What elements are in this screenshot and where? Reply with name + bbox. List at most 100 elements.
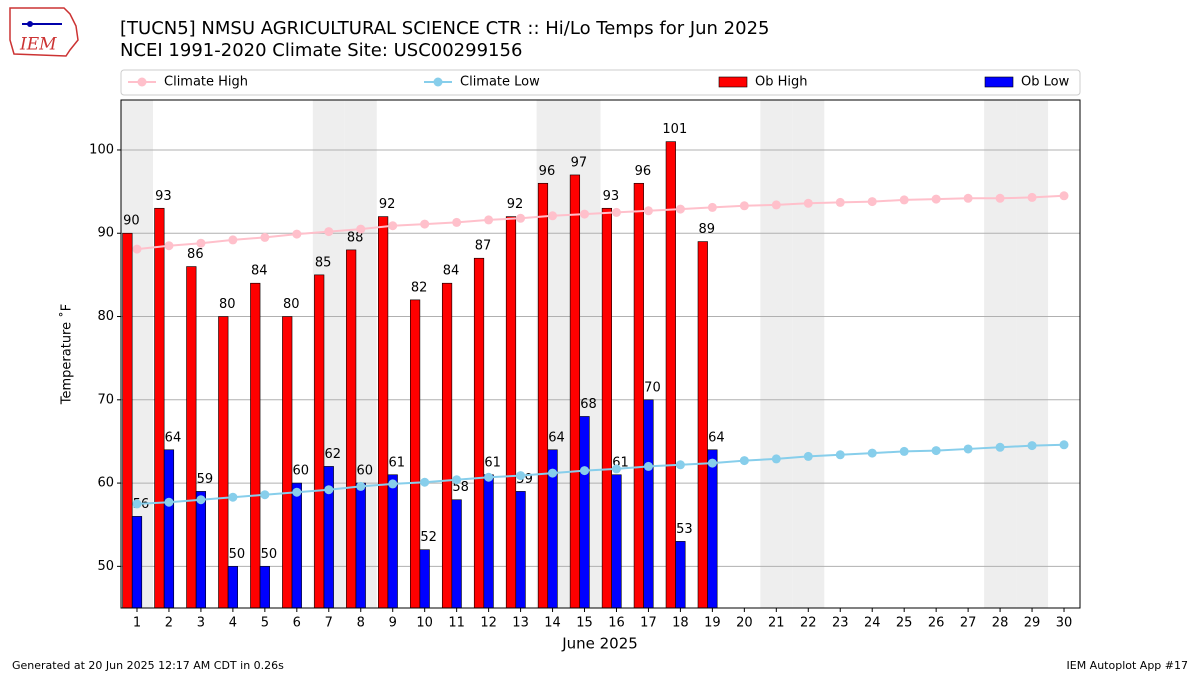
logo: IEM [9,7,79,57]
x-tick-label: 1 [133,616,141,631]
x-tick-label: 10 [416,616,433,631]
logo-text: IEM [19,35,57,55]
bar [282,316,293,609]
data-label: 61 [484,455,501,470]
chart-subtitle: NCEI 1991-2020 Climate Site: USC00299156 [120,40,522,61]
bar [122,232,133,609]
legend-swatch [984,76,1014,88]
data-label: 85 [315,255,332,270]
point [899,446,909,456]
data-label: 96 [635,164,652,179]
x-tick-label: 11 [448,616,465,631]
point [324,485,334,495]
legend-label: Climate Low [460,75,540,90]
point [260,232,270,242]
line [136,443,1065,505]
bar [387,474,398,609]
x-tick-label: 17 [640,616,657,631]
point [739,201,749,211]
x-tick-label: 16 [608,616,625,631]
data-label: 86 [187,247,204,262]
point [803,451,813,461]
bar [441,282,453,609]
point [580,209,590,219]
point [164,241,174,251]
point [196,495,206,505]
bar [163,449,175,609]
point [643,206,653,216]
x-tick-label: 4 [229,616,237,631]
bar [675,541,686,609]
data-label: 89 [699,222,716,237]
bar [601,207,612,609]
data-label: 68 [580,397,597,412]
point [643,461,653,471]
bar [154,207,165,609]
bar [707,449,718,609]
data-label: 84 [251,264,268,279]
point [356,224,366,234]
y-tick-label: 100 [89,142,114,157]
point [516,471,526,481]
data-label: 92 [507,197,524,212]
x-tick-label: 9 [389,616,397,631]
bar [259,566,270,609]
x-tick-label: 27 [960,616,977,631]
bar [346,249,357,609]
line [136,194,1065,251]
x-tick-label: 12 [480,616,497,631]
data-label: 96 [539,164,556,179]
point [452,217,462,227]
legend-swatch [718,76,748,88]
point [1027,441,1037,451]
bar [314,274,325,609]
point [420,219,430,229]
weekend-shade [984,100,1017,608]
bar [227,566,238,609]
data-label: 59 [197,472,214,487]
point [324,227,334,237]
x-tick-label: 24 [864,616,881,631]
x-tick-label: 29 [1024,616,1041,631]
point [1059,191,1069,201]
x-tick-label: 21 [768,616,785,631]
x-tick-label: 23 [832,616,849,631]
point [1059,440,1069,450]
bar [473,257,485,609]
bar [131,516,143,609]
legend-marker [433,77,443,87]
point [484,472,494,482]
bar [697,241,708,609]
footer-left: Generated at 20 Jun 2025 12:17 AM CDT in… [12,659,284,672]
point [835,197,845,207]
legend-marker [137,77,147,87]
point [771,454,781,464]
y-tick-label: 50 [97,559,114,574]
x-tick-label: 25 [896,616,913,631]
point [995,193,1005,203]
point [164,497,174,507]
x-tick-label: 15 [576,616,593,631]
data-label: 90 [123,214,140,229]
point [675,204,685,214]
point [963,444,973,454]
point [611,464,621,474]
legend-label: Climate High [164,75,248,90]
y-tick-label: 70 [97,392,114,407]
bar [355,482,366,609]
bar [537,182,549,609]
data-label: 80 [219,297,236,312]
point [835,450,845,460]
y-axis-label: Temperature ˚F [59,304,75,405]
point [867,197,877,207]
bar [250,282,261,609]
point [292,229,302,239]
y-tick-label: 90 [97,226,114,241]
point [707,458,717,468]
point [388,221,398,231]
x-axis-label: June 2025 [561,635,638,653]
data-label: 61 [388,455,405,470]
point [356,481,366,491]
x-tick-label: 14 [544,616,561,631]
